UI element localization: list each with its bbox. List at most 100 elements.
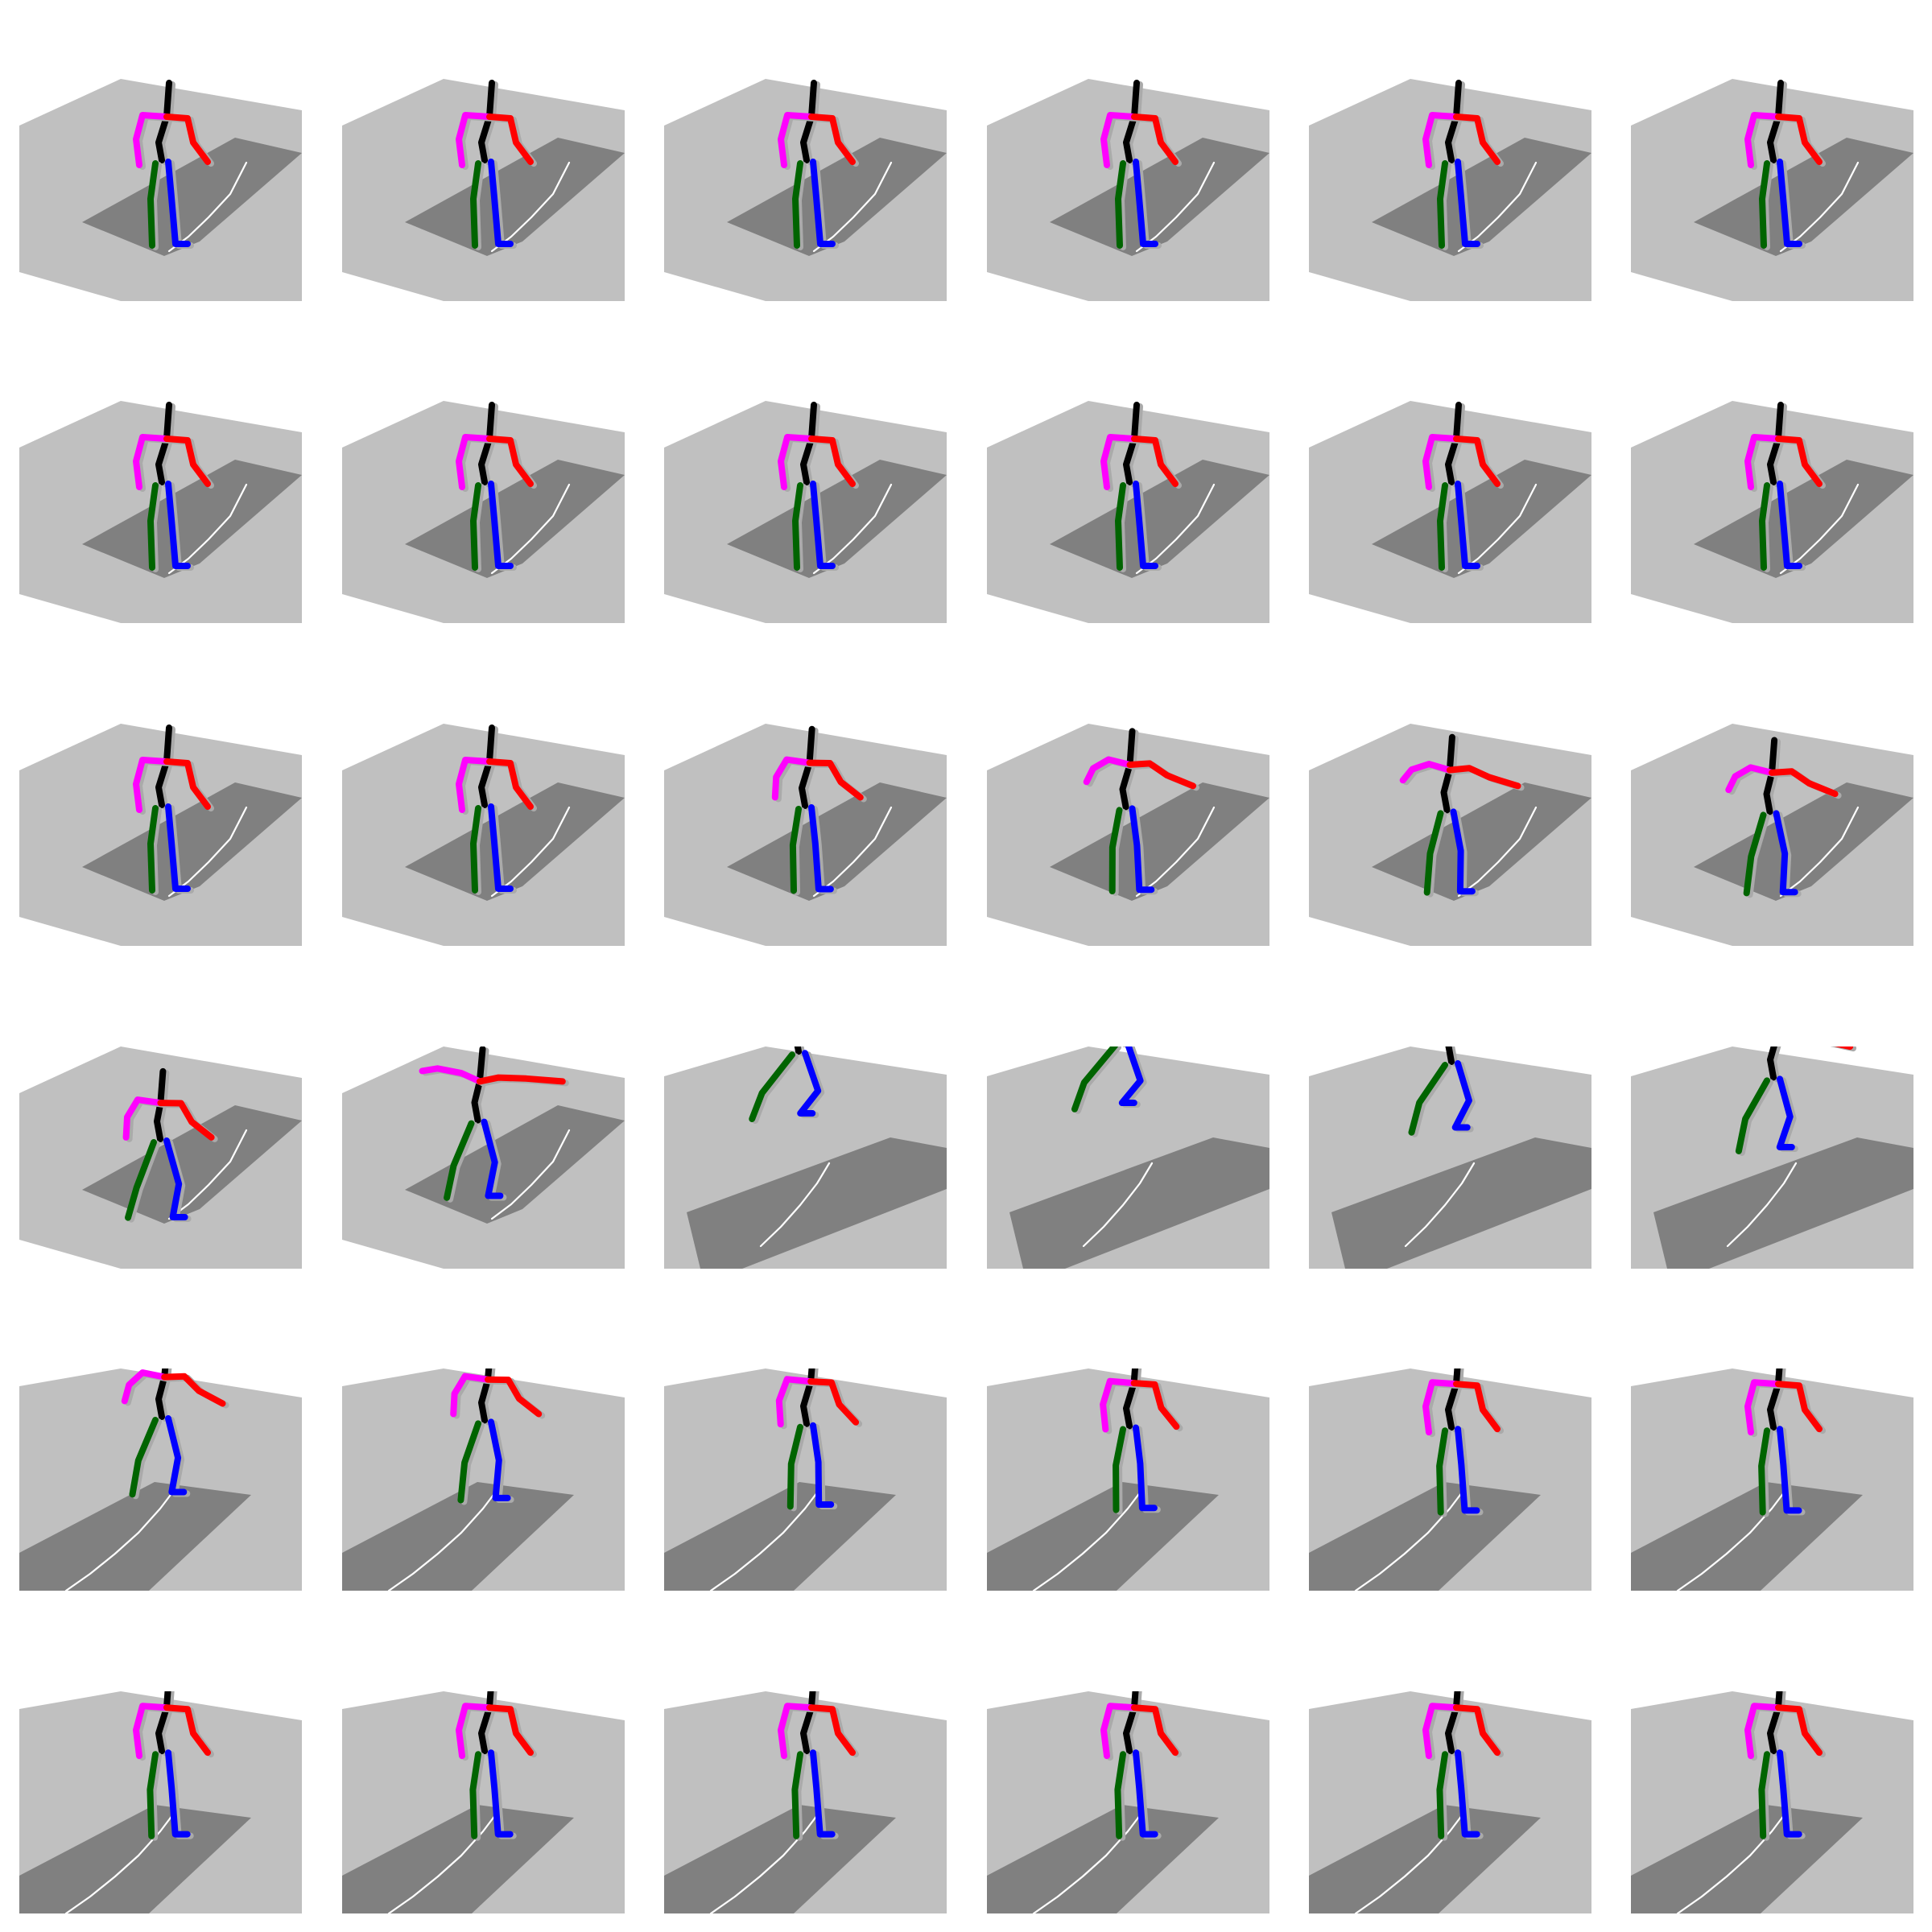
left-leg xyxy=(457,1420,481,1504)
spine xyxy=(155,1691,171,1755)
motion-frame-27 xyxy=(664,1368,947,1591)
scene-planes xyxy=(664,79,947,301)
left-arm xyxy=(1744,1379,1781,1436)
spine xyxy=(800,80,817,163)
motion-frame-23 xyxy=(1309,1046,1591,1269)
right-leg xyxy=(481,1118,504,1199)
skeleton xyxy=(122,1067,218,1223)
right-leg xyxy=(1133,1424,1158,1512)
spine xyxy=(155,1368,169,1420)
spine xyxy=(1767,1046,1777,1081)
left-leg-shadow xyxy=(1075,1046,1121,1114)
trajectory-line xyxy=(1135,806,1216,898)
trajectory-line xyxy=(1676,1484,1791,1591)
skeleton xyxy=(133,80,214,250)
scene-planes xyxy=(342,79,625,301)
left-leg-shadow xyxy=(1746,813,1770,898)
left-arm xyxy=(1083,756,1133,786)
right-leg xyxy=(165,1749,191,1838)
right-arm xyxy=(1775,1704,1823,1757)
right-leg xyxy=(810,159,836,247)
motion-frame-10 xyxy=(987,401,1269,623)
motion-frame-07 xyxy=(19,401,302,623)
spine xyxy=(1445,1046,1455,1065)
left-leg-shadow xyxy=(752,1053,799,1124)
spine xyxy=(155,402,172,485)
trajectory-line xyxy=(1779,806,1860,898)
right-arm xyxy=(163,114,211,165)
motion-frame-21 xyxy=(664,1046,947,1269)
left-arm xyxy=(778,112,815,168)
floor-patch xyxy=(1009,1137,1269,1269)
right-arm xyxy=(1130,1380,1180,1430)
spine xyxy=(1767,80,1784,163)
scene-planes xyxy=(19,401,302,623)
scene-planes xyxy=(1309,401,1591,623)
left-leg xyxy=(1743,811,1767,897)
left-leg xyxy=(125,1139,157,1221)
trajectory-line xyxy=(1082,1162,1154,1248)
trajectory-line xyxy=(759,1162,831,1248)
motion-frame-06 xyxy=(1631,79,1913,301)
scene-planes xyxy=(987,724,1269,946)
left-arm xyxy=(456,757,493,813)
right-arm xyxy=(1453,1381,1501,1433)
right-arm xyxy=(1131,1704,1179,1757)
right-leg xyxy=(1133,1749,1158,1838)
left-leg xyxy=(470,805,481,894)
floor-patch xyxy=(1372,460,1591,578)
left-arm xyxy=(1744,434,1781,490)
right-leg xyxy=(1455,481,1480,569)
right-arm xyxy=(486,436,534,487)
skeleton xyxy=(456,1691,537,1841)
left-leg xyxy=(1114,1751,1126,1839)
floor-patch xyxy=(405,1105,625,1224)
left-leg xyxy=(1437,160,1448,249)
right-leg xyxy=(488,1418,511,1501)
right-leg xyxy=(488,481,514,569)
spine xyxy=(1445,1368,1461,1431)
left-leg xyxy=(1423,810,1444,896)
right-arm xyxy=(486,758,534,810)
floor-patch xyxy=(1694,460,1913,578)
scene-planes xyxy=(664,724,947,946)
left-arm xyxy=(1422,434,1459,490)
spine xyxy=(1119,728,1136,811)
left-arm xyxy=(1422,1703,1459,1760)
spine xyxy=(478,724,495,808)
right-arm xyxy=(486,1704,534,1757)
skeleton xyxy=(456,80,537,250)
trajectory-line xyxy=(490,1129,571,1220)
right-leg xyxy=(1451,1060,1472,1131)
skeleton xyxy=(1744,402,1826,572)
right-arm xyxy=(808,114,856,165)
skeleton xyxy=(133,402,214,572)
left-leg xyxy=(791,1751,803,1839)
left-leg xyxy=(749,1051,795,1122)
motion-frame-36 xyxy=(1631,1691,1913,1913)
left-arm xyxy=(1725,764,1776,794)
left-leg-shadow xyxy=(1426,811,1447,898)
left-leg xyxy=(1115,160,1126,249)
skeleton xyxy=(771,725,867,896)
right-leg xyxy=(810,1422,835,1508)
right-arm xyxy=(1446,765,1521,790)
floor-patch xyxy=(727,782,947,901)
spine xyxy=(155,724,172,808)
motion-frame-34 xyxy=(987,1691,1269,1913)
left-leg-shadow xyxy=(790,1425,807,1512)
right-arm xyxy=(161,1373,226,1407)
left-leg xyxy=(1113,1426,1126,1513)
left-leg xyxy=(1408,1062,1448,1136)
left-leg xyxy=(147,482,159,571)
left-arm xyxy=(450,1373,491,1418)
trajectory-line xyxy=(1726,1162,1798,1248)
spine xyxy=(1123,1368,1138,1430)
skeleton xyxy=(1100,402,1182,572)
left-arm xyxy=(1399,761,1453,784)
skeleton xyxy=(1100,80,1182,250)
scene-planes xyxy=(19,79,302,301)
motion-frame-35 xyxy=(1309,1691,1591,1913)
right-leg xyxy=(1129,805,1155,894)
spine xyxy=(1763,737,1778,815)
